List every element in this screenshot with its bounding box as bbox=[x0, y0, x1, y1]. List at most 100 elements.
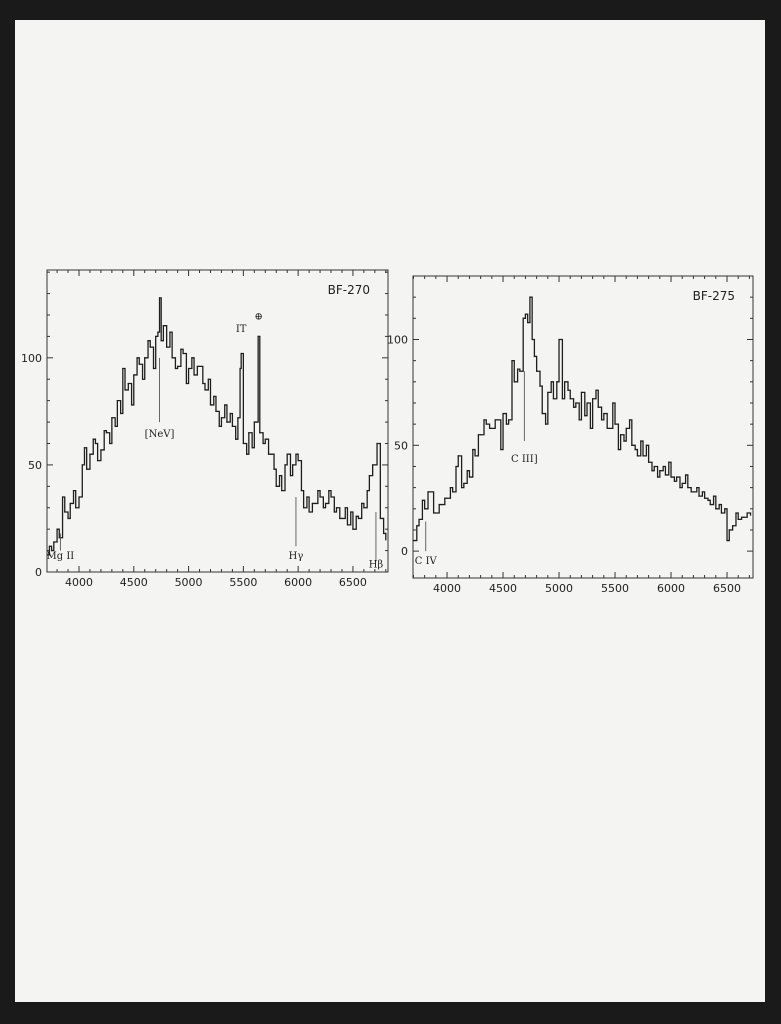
line-label: C III] bbox=[511, 454, 538, 465]
data-point bbox=[444, 497, 446, 499]
data-point bbox=[379, 517, 381, 520]
data-point bbox=[536, 370, 538, 372]
data-point bbox=[144, 357, 146, 359]
data-point bbox=[636, 455, 639, 457]
data-point bbox=[681, 482, 683, 485]
data-point bbox=[109, 442, 111, 445]
data-point bbox=[412, 539, 415, 542]
data-point bbox=[61, 496, 64, 498]
y-tick-label: 50 bbox=[28, 459, 42, 472]
data-point bbox=[623, 440, 625, 442]
data-point bbox=[235, 438, 237, 440]
data-point bbox=[324, 502, 327, 505]
data-point bbox=[169, 331, 171, 333]
data-point bbox=[385, 539, 387, 541]
data-point bbox=[122, 367, 124, 370]
data-point bbox=[433, 512, 435, 514]
data-point bbox=[75, 507, 77, 509]
spectra-figure: 4000 4500 5000 5500 6000 6500 0 50 100 BF-270 Mg I… bbox=[21, 269, 754, 595]
data-point bbox=[246, 453, 248, 455]
data-point bbox=[455, 465, 457, 468]
data-point bbox=[550, 381, 552, 383]
data-point bbox=[421, 499, 424, 501]
data-point bbox=[177, 365, 179, 367]
data-point bbox=[491, 427, 493, 429]
data-point bbox=[204, 389, 206, 391]
y-tick-label: 100 bbox=[387, 333, 408, 346]
data-point bbox=[707, 499, 709, 501]
data-point bbox=[350, 511, 352, 513]
data-point bbox=[452, 491, 454, 493]
x-tick-label: 6500 bbox=[339, 576, 367, 589]
line-label: C IV bbox=[415, 556, 438, 567]
data-point bbox=[259, 432, 261, 434]
x-tick-label: 6000 bbox=[657, 582, 685, 595]
data-point bbox=[595, 389, 597, 391]
data-point bbox=[608, 427, 611, 429]
data-point bbox=[240, 352, 242, 355]
data-point bbox=[735, 512, 737, 514]
data-point bbox=[124, 389, 126, 391]
data-point bbox=[558, 338, 560, 341]
data-point bbox=[720, 512, 723, 514]
data-point bbox=[180, 348, 182, 350]
y-tick-label: 50 bbox=[394, 439, 408, 452]
data-point bbox=[317, 490, 319, 492]
data-point bbox=[278, 475, 281, 477]
data-point bbox=[300, 490, 303, 492]
data-point bbox=[231, 425, 234, 427]
data-point bbox=[116, 400, 118, 402]
x-tick-label: 4000 bbox=[433, 582, 461, 595]
data-point bbox=[648, 461, 650, 463]
data-point bbox=[472, 448, 474, 451]
data-point bbox=[372, 464, 374, 466]
data-point bbox=[273, 468, 275, 470]
data-point bbox=[46, 554, 48, 556]
data-point bbox=[505, 423, 507, 425]
data-point bbox=[653, 465, 655, 468]
data-point bbox=[368, 475, 370, 477]
data-point bbox=[196, 365, 198, 367]
data-point bbox=[281, 490, 283, 492]
data-point bbox=[127, 382, 129, 385]
data-point bbox=[614, 423, 616, 425]
data-point bbox=[158, 297, 161, 299]
data-point bbox=[664, 474, 667, 476]
data-point bbox=[480, 434, 482, 436]
data-point bbox=[743, 516, 745, 518]
data-point bbox=[712, 495, 715, 497]
data-point bbox=[463, 482, 465, 485]
data-point bbox=[97, 460, 99, 462]
data-point bbox=[489, 427, 491, 429]
data-point bbox=[578, 419, 580, 421]
data-point bbox=[656, 476, 659, 478]
data-point bbox=[541, 412, 543, 415]
data-point bbox=[500, 448, 502, 451]
data-point bbox=[136, 357, 138, 359]
data-point bbox=[56, 528, 58, 530]
data-point bbox=[698, 495, 700, 497]
data-point bbox=[92, 438, 94, 440]
data-point bbox=[531, 338, 533, 341]
data-point bbox=[138, 363, 140, 365]
data-point bbox=[457, 455, 459, 457]
data-point bbox=[668, 461, 670, 463]
data-point bbox=[684, 474, 687, 476]
data-point bbox=[162, 325, 164, 327]
data-point bbox=[483, 419, 485, 421]
data-point bbox=[715, 508, 717, 510]
data-point bbox=[662, 465, 664, 468]
data-point bbox=[120, 412, 122, 415]
data-point bbox=[209, 404, 212, 406]
data-point bbox=[586, 402, 588, 404]
data-point bbox=[376, 442, 378, 445]
data-point bbox=[726, 539, 728, 542]
data-point bbox=[58, 537, 60, 539]
data-point bbox=[676, 476, 678, 478]
data-point bbox=[502, 412, 504, 415]
line-label: ⊕ bbox=[255, 311, 263, 322]
data-point bbox=[366, 490, 368, 492]
data-point bbox=[220, 417, 223, 419]
data-point bbox=[64, 511, 66, 513]
data-point bbox=[103, 430, 105, 432]
